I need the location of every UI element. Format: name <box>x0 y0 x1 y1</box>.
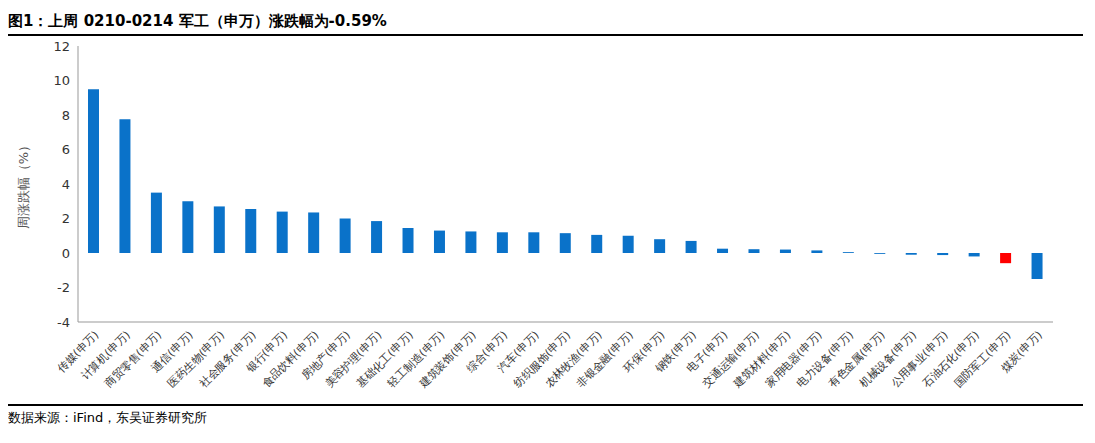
svg-text:通信(申万): 通信(申万) <box>149 328 196 375</box>
svg-text:传媒(申万): 传媒(申万) <box>55 328 102 375</box>
svg-text:医药生物(申万): 医药生物(申万) <box>165 328 228 391</box>
svg-text:环保(申万): 环保(申万) <box>621 328 668 375</box>
svg-text:电子(申万): 电子(申万) <box>684 328 731 375</box>
svg-text:周涨跌幅（%）: 周涨跌幅（%） <box>16 139 31 229</box>
svg-text:建筑装饰(申万): 建筑装饰(申万) <box>416 328 479 391</box>
svg-text:国防军工(申万): 国防军工(申万) <box>951 328 1014 391</box>
svg-text:机械设备(申万): 机械设备(申万) <box>857 328 920 391</box>
svg-text:商贸零售(申万): 商贸零售(申万) <box>102 328 165 391</box>
svg-text:8: 8 <box>62 108 70 123</box>
svg-text:纺织服饰(申万): 纺织服饰(申万) <box>511 328 574 391</box>
svg-text:有色金属(申万): 有色金属(申万) <box>825 328 888 391</box>
svg-text:非银金融(申万): 非银金融(申万) <box>574 328 636 391</box>
svg-text:银行(申万): 银行(申万) <box>243 328 291 375</box>
svg-text:社会服务(申万): 社会服务(申万) <box>196 328 259 391</box>
svg-text:公用事业(申万): 公用事业(申万) <box>888 328 951 391</box>
svg-text:综合(申万): 综合(申万) <box>463 328 511 375</box>
svg-text:2: 2 <box>62 211 70 226</box>
svg-text:美容护理(申万): 美容护理(申万) <box>322 328 385 391</box>
svg-text:家用电器(申万): 家用电器(申万) <box>762 328 825 391</box>
svg-text:10: 10 <box>53 73 70 88</box>
svg-text:石油石化(申万): 石油石化(申万) <box>920 328 982 391</box>
svg-text:交通运输(申万): 交通运输(申万) <box>699 328 762 391</box>
svg-text:-4: -4 <box>57 315 70 330</box>
svg-text:12: 12 <box>53 39 70 54</box>
svg-text:6: 6 <box>62 142 70 157</box>
svg-text:电力设备(申万): 电力设备(申万) <box>794 328 857 391</box>
svg-text:房地产(申万): 房地产(申万) <box>298 328 353 383</box>
svg-text:-2: -2 <box>57 280 70 295</box>
svg-text:食品饮料(申万): 食品饮料(申万) <box>259 328 322 391</box>
svg-text:煤炭(申万): 煤炭(申万) <box>999 328 1045 374</box>
svg-text:汽车(申万): 汽车(申万) <box>495 328 542 375</box>
svg-text:钢铁(申万): 钢铁(申万) <box>652 328 699 375</box>
html-text:数据来源：iFind，东吴证券研究所: 数据来源：iFind，东吴证券研究所 <box>8 410 208 425</box>
svg-text:轻工制造(申万): 轻工制造(申万) <box>385 328 448 391</box>
svg-text:基础化工(申万): 基础化工(申万) <box>353 328 416 391</box>
svg-text:计算机(申万): 计算机(申万) <box>78 328 133 383</box>
svg-text:农林牧渔(申万): 农林牧渔(申万) <box>542 328 605 391</box>
html-text:图1：上周 0210-0214 军工（申万）涨跌幅为-0.5: 图1：上周 0210-0214 军工（申万）涨跌幅为-0.59% <box>8 12 387 30</box>
svg-text:建筑材料(申万): 建筑材料(申万) <box>731 328 794 391</box>
svg-text:0: 0 <box>62 246 70 261</box>
svg-text:4: 4 <box>62 177 70 192</box>
